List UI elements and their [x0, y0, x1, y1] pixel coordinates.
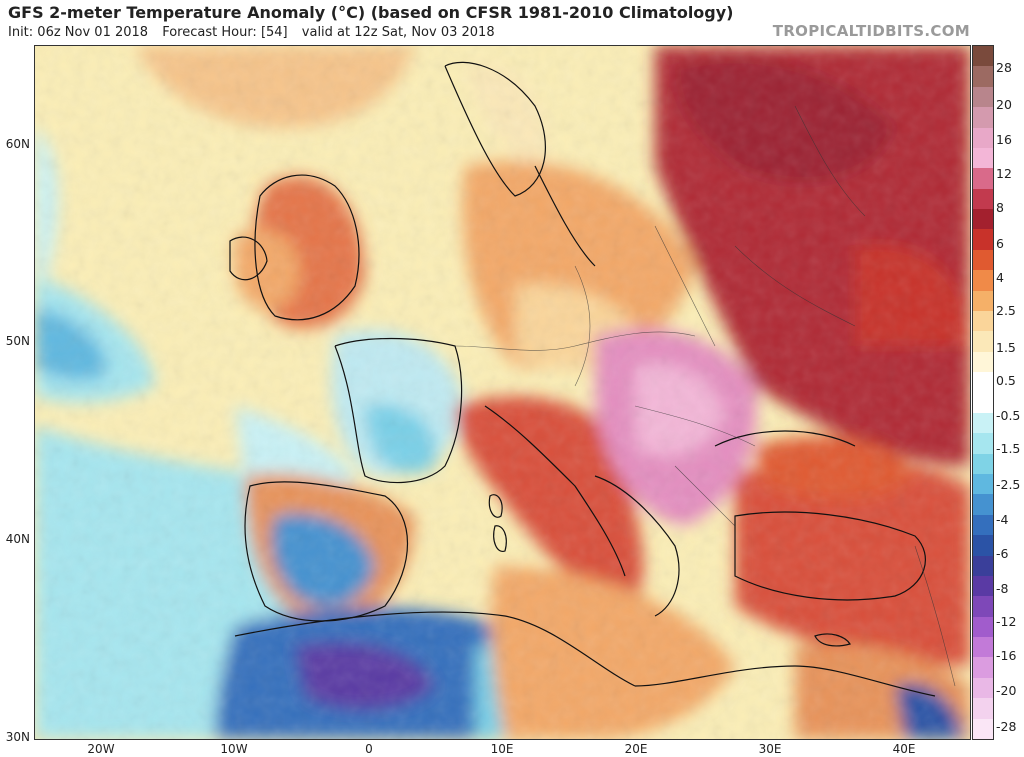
colorbar-tick-label: -2.5 [996, 477, 1021, 492]
map-title: GFS 2-meter Temperature Anomaly (°C) (ba… [8, 3, 734, 22]
colorbar-segment [973, 229, 993, 251]
map-subtitle: Init: 06z Nov 01 2018 Forecast Hour: [54… [8, 25, 505, 40]
lat-label-40n: 40N [5, 532, 30, 546]
colorbar-segment [973, 494, 993, 516]
colorbar-tick-label: 28 [996, 60, 1012, 75]
map-canvas [35, 46, 970, 739]
colorbar-tick-label: 1.5 [996, 340, 1016, 355]
colorbar-segment [973, 168, 993, 190]
colorbar-segment [973, 188, 993, 210]
lon-label-20w: 20W [87, 742, 115, 756]
colorbar-segment [973, 453, 993, 475]
colorbar-segment [973, 616, 993, 638]
colorbar-segment [973, 677, 993, 699]
valid-time: valid at 12z Sat, Nov 03 2018 [301, 25, 495, 40]
lon-label-0: 0 [365, 742, 373, 756]
lon-label-20e: 20E [624, 742, 648, 756]
colorbar-tick-label: -6 [996, 546, 1009, 561]
colorbar-tick-label: -8 [996, 581, 1009, 596]
anomaly-map [34, 45, 971, 740]
colorbar-segment [973, 514, 993, 536]
colorbar-tick-label: 2.5 [996, 303, 1016, 318]
colorbar [972, 45, 994, 740]
colorbar-segment [973, 412, 993, 434]
lon-label-30e: 30E [758, 742, 782, 756]
colorbar-segment [973, 147, 993, 169]
colorbar-segment [973, 310, 993, 332]
colorbar-segment [973, 718, 993, 740]
init-time: Init: 06z Nov 01 2018 [8, 25, 149, 40]
lat-label-60n: 60N [5, 137, 30, 151]
colorbar-tick-label: -28 [996, 719, 1017, 734]
colorbar-segment [973, 127, 993, 149]
colorbar-segment [973, 433, 993, 455]
colorbar-segment [973, 555, 993, 577]
colorbar-tick-label: -0.5 [996, 408, 1021, 423]
colorbar-tick-label: 16 [996, 132, 1012, 147]
colorbar-segment [973, 351, 993, 373]
colorbar-tick-label: -20 [996, 683, 1017, 698]
lat-label-50n: 50N [5, 334, 30, 348]
colorbar-segment [973, 596, 993, 618]
colorbar-segment [973, 290, 993, 312]
coastlines [229, 61, 936, 697]
colorbar-segment [973, 698, 993, 720]
colorbar-segment [973, 637, 993, 658]
colorbar-segment [973, 66, 993, 88]
colorbar-tick-label: 6 [996, 236, 1004, 251]
country-borders [454, 105, 956, 687]
colorbar-segment [973, 46, 993, 67]
colorbar-segment [973, 270, 993, 292]
forecast-hour: Forecast Hour: [54] [162, 25, 288, 40]
colorbar-tick-label: -4 [996, 512, 1009, 527]
colorbar-segment [973, 657, 993, 679]
colorbar-segment [973, 474, 993, 495]
colorbar-segment [973, 86, 993, 108]
colorbar-segment [973, 575, 993, 597]
colorbar-tick-label: 0.5 [996, 373, 1016, 388]
colorbar-tick-label: 8 [996, 200, 1004, 215]
colorbar-segment [973, 331, 993, 353]
lon-label-40e: 40E [892, 742, 916, 756]
site-credit: TROPICALTIDBITS.COM [772, 22, 970, 40]
colorbar-segment [973, 209, 993, 230]
colorbar-tick-label: -16 [996, 648, 1017, 663]
colorbar-tick-label: 20 [996, 97, 1012, 112]
colorbar-segment [973, 107, 993, 129]
lon-label-10e: 10E [490, 742, 514, 756]
lat-label-30n: 30N [5, 730, 30, 744]
colorbar-tick-label: 4 [996, 270, 1004, 285]
colorbar-segment [973, 535, 993, 557]
colorbar-tick-label: 12 [996, 166, 1012, 181]
colorbar-segment [973, 392, 993, 414]
colorbar-tick-label: -12 [996, 614, 1017, 629]
lon-label-10w: 10W [220, 742, 248, 756]
colorbar-tick-label: -1.5 [996, 441, 1021, 456]
colorbar-segment [973, 372, 993, 393]
colorbar-segment [973, 249, 993, 271]
